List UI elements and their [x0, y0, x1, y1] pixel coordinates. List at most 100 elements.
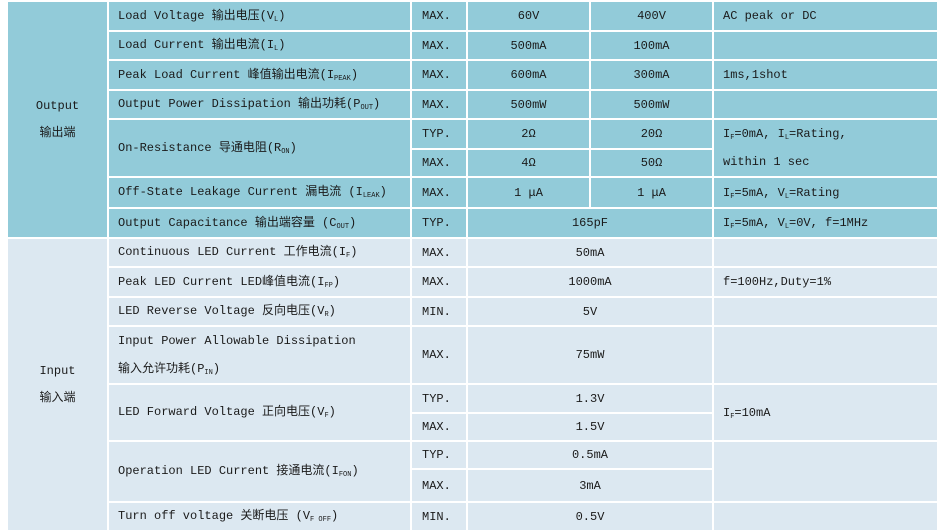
- value: 50Ω: [589, 147, 714, 178]
- note: 1ms,1shot: [712, 59, 937, 91]
- value: 500mA: [466, 30, 591, 61]
- text-segment: I: [723, 127, 731, 141]
- text-segment: =0V, f=1MHz: [789, 216, 869, 230]
- text-segment: I: [723, 185, 731, 200]
- note: [712, 237, 937, 268]
- table-row: Output Power Dissipation 输出功耗(POUT) MAX. 5…: [7, 89, 937, 120]
- text-segment: ): [373, 97, 381, 111]
- value: 3mA: [466, 468, 714, 503]
- value: 300mA: [589, 59, 714, 91]
- text-segment: 输入允许功耗(P: [118, 362, 205, 376]
- condition: MAX.: [410, 147, 468, 178]
- ratings-table: Output 输出端 Load Voltage 输出电压(VL) MAX. 60V 400…: [6, 0, 937, 532]
- parameter-name: Peak LED Current LED峰值电流(IFP): [107, 266, 412, 298]
- value: 1000mA: [466, 266, 714, 298]
- table-row: LED Reverse Voltage 反向电压(VR) MIN. 5V: [7, 296, 937, 327]
- condition: MAX.: [410, 325, 468, 385]
- text-segment: ): [328, 405, 336, 419]
- text-segment: I: [723, 216, 731, 230]
- section-label-en: Output: [35, 98, 80, 113]
- subscript: L: [784, 192, 790, 201]
- text-segment: 1ms,1shot: [723, 68, 788, 82]
- condition: MAX.: [410, 0, 468, 32]
- subscript: F: [346, 252, 351, 260]
- subscript: PEAK: [334, 74, 351, 83]
- text-segment: Load Voltage 输出电压(V: [118, 8, 275, 23]
- text-segment: =5mA, V: [734, 216, 785, 230]
- text-segment: ): [212, 362, 221, 376]
- table-row: Operation LED Current 接通电流(IFON) TYP. 0.5m…: [7, 440, 937, 503]
- text-segment: Input Power Allowable Dissipation: [118, 334, 356, 348]
- value: 1 μA: [589, 176, 714, 209]
- parameter-name: LED Reverse Voltage 反向电压(VR): [107, 296, 412, 327]
- text-segment: Output Capacitance 输出端容量 (C: [118, 215, 337, 230]
- subscript: L: [274, 45, 279, 53]
- text-segment: ): [278, 8, 286, 23]
- parameter-name: Load Voltage 输出电压(VL): [107, 0, 412, 32]
- parameter-name: Input Power Allowable Dissipation 输入允许功耗(…: [107, 325, 412, 385]
- value: 2Ω: [466, 118, 591, 150]
- value: 20Ω: [589, 118, 714, 150]
- text-segment: =5mA, V: [734, 185, 785, 200]
- table-row: LED Forward Voltage 正向电压(VF) TYP. 1.3V IF=1…: [7, 383, 937, 442]
- parameter-name: Continuous LED Current 工作电流(IF): [107, 237, 412, 268]
- subscript: F OFF: [310, 516, 332, 524]
- subscript: F: [730, 134, 735, 142]
- text-segment: LED Forward Voltage 正向电压(V: [118, 405, 325, 419]
- table-row: On-Resistance 导通电阻(RON) TYP. 2Ω 20Ω IF=0mA, …: [7, 118, 937, 178]
- note: [712, 325, 937, 385]
- text-segment: within 1 sec: [723, 155, 810, 169]
- text-segment: On-Resistance 导通电阻(R: [118, 140, 282, 155]
- section-label: Output 输出端: [6, 0, 109, 239]
- section-label: Input 输入端: [6, 237, 109, 532]
- table-row: Off-State Leakage Current 漏电流 (ILEAK) MAX…: [7, 176, 937, 209]
- text-segment: =Rating: [789, 185, 840, 200]
- text-segment: ): [351, 464, 359, 478]
- value: 1.5V: [466, 412, 714, 442]
- subscript: L: [784, 223, 790, 231]
- value: 500mW: [589, 89, 714, 120]
- parameter-name: On-Resistance 导通电阻(RON): [107, 118, 412, 178]
- table-row: Output 输出端 Load Voltage 输出电压(VL) MAX. 60V 400…: [6, 0, 937, 239]
- condition: MAX.: [410, 237, 468, 268]
- value: 600mA: [466, 59, 591, 91]
- value: 165pF: [466, 207, 714, 239]
- condition: MAX.: [410, 412, 468, 442]
- note: [712, 440, 937, 503]
- note: IF=10mA: [712, 383, 937, 442]
- parameter-name: Output Power Dissipation 输出功耗(POUT): [107, 89, 412, 120]
- note: IF=5mA, VL=0V, f=1MHz: [712, 207, 937, 239]
- note: [712, 296, 937, 327]
- value: 50mA: [466, 237, 714, 268]
- text-segment: LED Reverse Voltage 反向电压(V: [118, 304, 325, 318]
- value: 4Ω: [466, 147, 591, 178]
- note: IF=0mA, IL=Rating, within 1 sec: [712, 118, 937, 178]
- subscript: F: [730, 192, 735, 201]
- text-segment: ): [328, 304, 336, 318]
- text-segment: AC peak or DC: [723, 9, 817, 23]
- subscript: F: [730, 223, 735, 231]
- subscript: OUT: [360, 104, 374, 112]
- note: [712, 30, 937, 61]
- text-segment: Turn off voltage 关断电压 (V: [118, 509, 311, 523]
- subscript: F: [730, 412, 735, 421]
- parameter-name: Output Capacitance 输出端容量 (COUT): [107, 207, 412, 239]
- table-row: Output Capacitance 输出端容量 (COUT) TYP. 165pF…: [7, 207, 937, 239]
- text-segment: Operation LED Current 接通电流(I: [118, 464, 339, 478]
- subscript: FP: [324, 281, 333, 290]
- text-segment: =Rating,: [789, 127, 847, 141]
- value: 5V: [466, 296, 714, 327]
- parameter-name: Off-State Leakage Current 漏电流 (ILEAK): [107, 176, 412, 209]
- condition: TYP.: [410, 440, 468, 470]
- text-segment: Peak Load Current 峰值输出电流(I: [118, 67, 335, 82]
- value: 400V: [589, 0, 714, 32]
- subscript: FON: [338, 471, 352, 479]
- condition: MAX.: [410, 59, 468, 91]
- section-label-zh: 输入端: [39, 390, 76, 405]
- text-segment: =10mA: [734, 405, 771, 420]
- parameter-name: Peak Load Current 峰值输出电流(IPEAK): [107, 59, 412, 91]
- text-segment: ): [278, 38, 286, 52]
- text-segment: f=100Hz,Duty=1%: [723, 275, 832, 289]
- condition: TYP.: [410, 207, 468, 239]
- condition: MAX.: [410, 176, 468, 209]
